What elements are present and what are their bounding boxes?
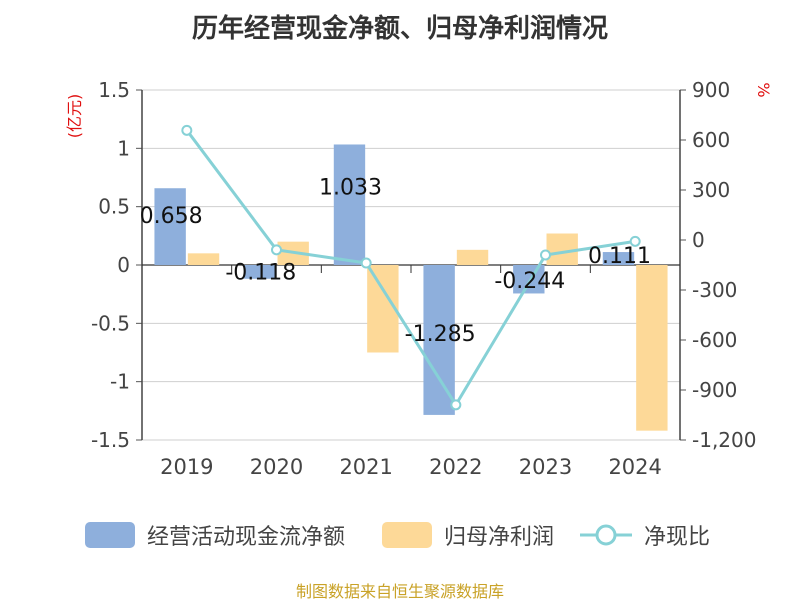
right-axis-tick-label: -300 xyxy=(692,278,737,302)
bar-cashflow xyxy=(513,265,545,294)
x-axis-tick-label: 2020 xyxy=(250,455,303,479)
bar-net-profit xyxy=(636,265,668,431)
bar-net-profit xyxy=(546,233,578,265)
left-axis-unit: (亿元) xyxy=(65,94,84,139)
data-source-note: 制图数据来自恒生聚源数据库 xyxy=(295,582,504,601)
legend-swatch-net-profit xyxy=(382,522,432,548)
chart-title: 历年经营现金净额、归母净利润情况 xyxy=(191,14,608,44)
legend-line-marker-icon xyxy=(580,524,632,546)
bar-data-label: -1.285 xyxy=(405,322,476,347)
legend: 经营活动现金流净额 归母净利润 净现比 xyxy=(0,515,800,555)
ratio-point xyxy=(360,257,372,269)
ratio-line xyxy=(185,129,636,408)
left-axis-tick-label: -0.5 xyxy=(91,311,130,335)
bar-net-profit xyxy=(456,249,489,265)
x-axis-tick-label: 2019 xyxy=(160,455,213,479)
right-axis-tick-label: 0 xyxy=(692,228,705,252)
line-series xyxy=(181,124,641,411)
right-axis-unit: % xyxy=(754,82,773,97)
legend-label-net-profit: 归母净利润 xyxy=(444,525,555,550)
bar-cashflow xyxy=(244,265,276,279)
bar-data-label: 0.111 xyxy=(588,244,651,269)
ratio-point xyxy=(450,399,462,411)
legend-label-cashflow: 经营活动现金流净额 xyxy=(147,525,346,550)
chart-plot: 1.5 1 0.5 0 -0.5 -1 -1.5 900 600 300 0 -300 -600 -900… xyxy=(65,78,773,479)
right-axis-tick-label: 300 xyxy=(692,178,730,202)
x-axis-tick-label: 2022 xyxy=(429,455,482,479)
ratio-point xyxy=(271,244,282,256)
bar-data-label: 1.033 xyxy=(319,176,382,201)
axes: 1.5 1 0.5 0 -0.5 -1 -1.5 900 600 300 0 -300 -600 -900… xyxy=(91,78,757,479)
left-axis-tick-label: 1.5 xyxy=(98,78,130,102)
data-labels: 0.658 -0.118 1.033 -1.285 -0.244 0.111 xyxy=(140,176,651,347)
x-axis-tick-label: 2024 xyxy=(608,455,661,479)
left-axis-tick-label: -1.5 xyxy=(91,428,130,452)
right-axis-tick-label: -900 xyxy=(692,378,737,402)
bar-net-profit xyxy=(187,253,220,265)
ratio-point xyxy=(629,235,641,247)
legend-item-net-profit: 归母净利润 xyxy=(382,515,554,555)
right-axis-tick-label: -1,200 xyxy=(692,428,756,452)
left-axis-tick-label: 0.5 xyxy=(98,195,130,219)
left-axis-tick-label: -1 xyxy=(110,370,130,394)
right-axis-tick-label: 600 xyxy=(692,128,730,152)
right-axis-tick-label: 900 xyxy=(692,78,730,102)
bar-cashflow xyxy=(602,252,635,265)
bar-cashflow xyxy=(333,144,366,265)
legend-label-ratio: 净现比 xyxy=(644,525,711,550)
bar-cashflow xyxy=(154,188,186,265)
left-axis-tick-label: 0 xyxy=(117,253,130,277)
ratio-point xyxy=(181,124,193,136)
ratio-point xyxy=(540,249,551,261)
bars xyxy=(154,144,668,431)
legend-item-cashflow: 经营活动现金流净额 xyxy=(85,515,345,555)
x-axis-tick-label: 2023 xyxy=(519,455,572,479)
left-axis-tick-label: 1 xyxy=(117,136,130,160)
legend-item-ratio: 净现比 xyxy=(580,515,710,555)
x-axis-tick-label: 2021 xyxy=(339,455,392,479)
bar-data-label: -0.118 xyxy=(225,260,296,285)
bar-data-label: 0.658 xyxy=(140,204,203,229)
legend-swatch-cashflow xyxy=(85,522,135,548)
bar-data-label: -0.244 xyxy=(494,269,565,294)
bar-cashflow xyxy=(423,265,455,415)
right-axis-tick-label: -600 xyxy=(692,328,737,352)
